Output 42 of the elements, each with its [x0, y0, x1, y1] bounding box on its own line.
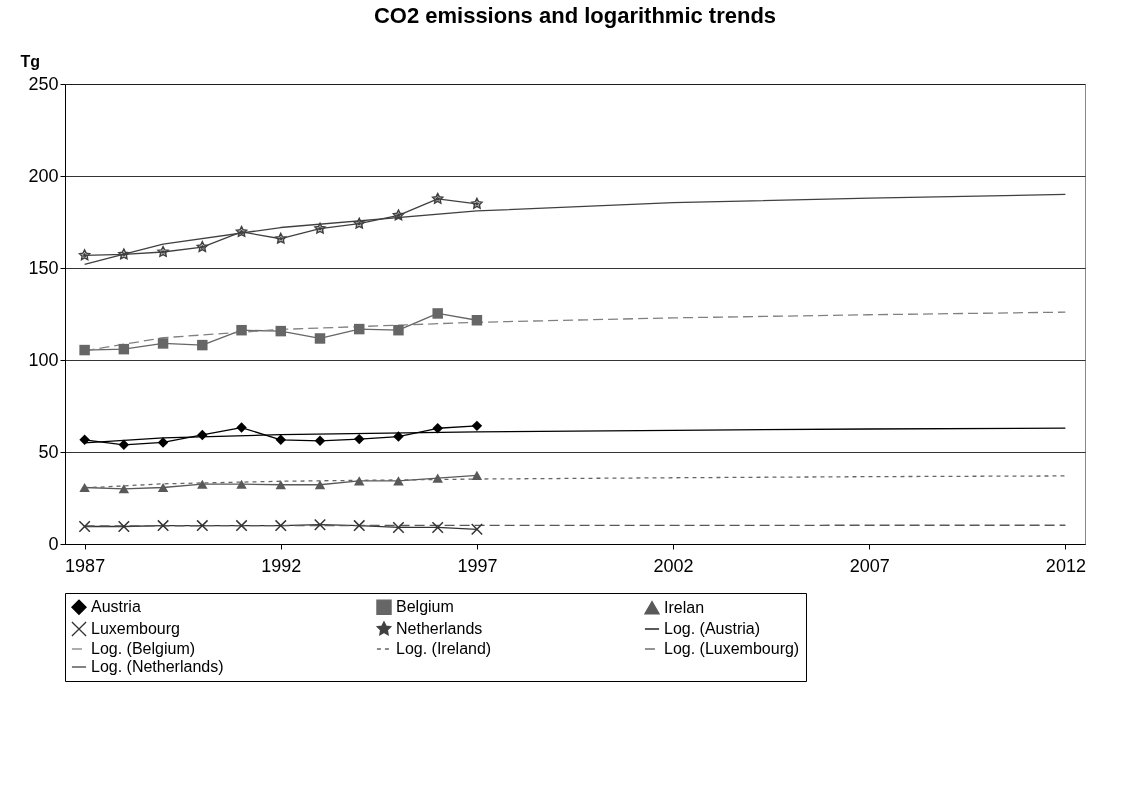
- point: [117, 520, 130, 533]
- chart-title: CO2 emissions and logarithmic trends: [373, 3, 777, 28]
- point: [470, 523, 483, 536]
- legend-label: Log. (Netherlands): [91, 658, 224, 675]
- point: [353, 519, 366, 532]
- line-series: [83, 193, 1067, 265]
- y-tick-label: 50: [38, 441, 59, 462]
- point: [196, 519, 209, 532]
- point: [471, 197, 483, 209]
- x-tick-label: 1987: [65, 555, 106, 576]
- legend-label: Netherlands: [396, 620, 483, 637]
- point: [157, 519, 170, 532]
- x-tick-label: 2007: [849, 555, 890, 576]
- point: [78, 249, 91, 261]
- legend-label: Log. (Austria): [664, 620, 761, 637]
- y-axis-title: Tg: [20, 52, 41, 70]
- y-tick-label: 200: [28, 165, 59, 186]
- point: [392, 521, 405, 534]
- point: [196, 241, 209, 253]
- legend-label: Log. (Luxembourg): [664, 640, 800, 657]
- legend-label: Luxembourg: [91, 620, 180, 637]
- point: [235, 225, 248, 237]
- legend-label: Austria: [91, 598, 141, 616]
- point: [235, 519, 248, 532]
- legend-label: Log. (Ireland): [396, 640, 492, 657]
- y-tick-label: 0: [48, 533, 59, 554]
- x-tick-label: 2012: [1045, 555, 1086, 576]
- point: [274, 519, 287, 532]
- point: [431, 521, 444, 534]
- point: [314, 518, 326, 531]
- legend-label: Irelan: [664, 598, 705, 616]
- x-tick-label: 2002: [653, 555, 694, 576]
- point: [78, 520, 91, 533]
- point: [431, 192, 444, 204]
- legend-label: Belgium: [396, 598, 454, 616]
- legend-label: Log. (Belgium): [91, 640, 196, 657]
- x-tick-label: 1992: [261, 555, 302, 576]
- point: [275, 232, 287, 244]
- x-tick-label: 1997: [457, 555, 498, 576]
- y-tick-label: 100: [28, 349, 59, 370]
- y-tick-label: 150: [28, 257, 59, 278]
- y-tick-label: 250: [28, 73, 59, 94]
